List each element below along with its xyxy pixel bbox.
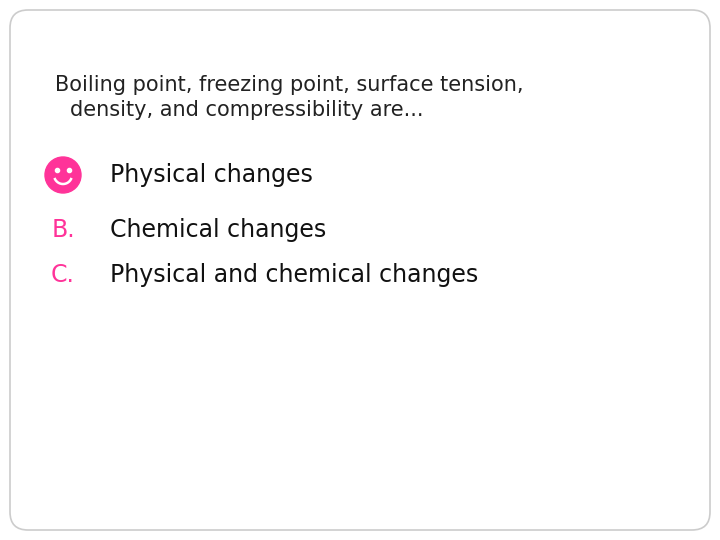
Text: C.: C. [51, 263, 75, 287]
Text: Chemical changes: Chemical changes [110, 218, 326, 242]
Text: B.: B. [51, 218, 75, 242]
Text: Physical changes: Physical changes [110, 163, 313, 187]
Circle shape [45, 157, 81, 193]
Text: Physical and chemical changes: Physical and chemical changes [110, 263, 478, 287]
Text: Boiling point, freezing point, surface tension,: Boiling point, freezing point, surface t… [55, 75, 523, 95]
Text: density, and compressibility are...: density, and compressibility are... [70, 100, 423, 120]
FancyBboxPatch shape [10, 10, 710, 530]
